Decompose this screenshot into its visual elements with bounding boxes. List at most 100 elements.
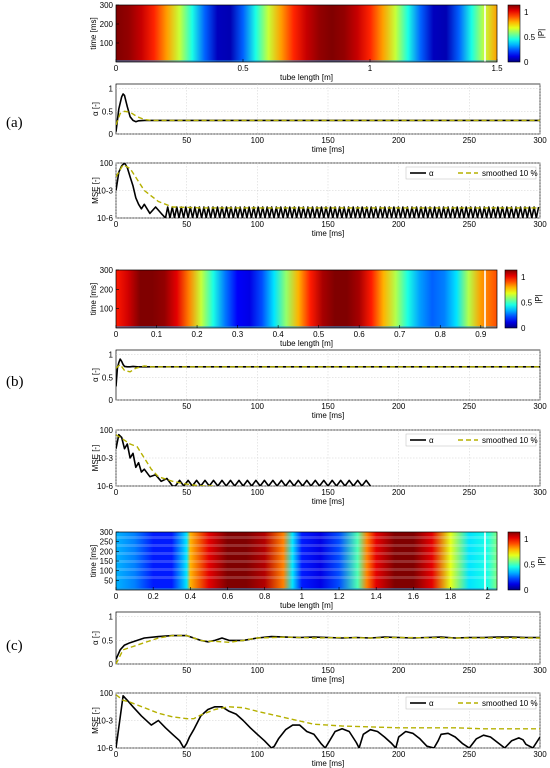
series-group [116,163,540,218]
y-tick-label: 10-3 [97,187,114,196]
y-tick-label: 50 [104,576,113,585]
series-line-alpha [116,358,540,387]
y-axis-label: α [-] [91,102,100,116]
x-tick-label: 300 [533,136,547,145]
x-tick-label: 0.7 [394,330,406,339]
colorbar-label: |P| [537,29,546,39]
chart-8: 50 100 150 200 250 300 0 0.5 1 time [ms] α [-] [91,611,547,684]
y-tick-label: 0 [109,660,114,669]
legend-label-smoothed: smoothed 10 % [482,169,538,178]
y-axis-label: MSE [-] [91,177,100,204]
series-line-smoothed [116,634,540,664]
y-tick-label: 1 [109,85,114,94]
x-tick-label: 200 [392,488,406,497]
colorbar-tick-label: 0.5 [524,560,536,569]
x-tick-label: 300 [533,666,547,675]
x-axis-label: time [ms] [312,229,344,238]
x-tick-label: 250 [463,402,477,411]
x-tick-label: 250 [463,136,477,145]
x-tick-label: 100 [251,666,265,675]
series-line-alpha [116,695,540,748]
x-tick-label: 1.6 [408,592,420,601]
x-tick-label: 50 [182,136,191,145]
y-tick-label: 0.5 [102,636,114,645]
series-line-smoothed [116,434,215,486]
heatmap-initial-strip [116,60,497,62]
chart-9: 0 50 100 150 200 250 300 10-6 10-3 100 time [ms] MS… [91,689,547,768]
y-tick-label: 1 [109,351,114,360]
y-tick-label: 100 [100,39,114,48]
x-tick-label: 0.6 [354,330,366,339]
series-line-alpha [116,634,540,660]
x-tick-label: 0.2 [148,592,160,601]
heatmap-frame [115,4,498,63]
panel-labels: (a) (b) (c) [6,115,24,654]
series-line-smoothed [116,694,540,730]
chart-2: 50 100 150 200 250 300 0 0.5 1 time [ms] α [-] [91,83,547,154]
heatmap-band [116,544,497,547]
y-tick-label: 0.5 [102,107,114,116]
y-axis-label: time [ms] [89,545,98,577]
y-tick-label: 100 [100,567,114,576]
series-group [116,93,540,132]
x-axis-label: tube length [m] [280,601,333,610]
chart-5: 50 100 150 200 250 300 0 0.5 1 time [ms] α [-] [91,349,547,420]
colorbar [507,531,521,591]
heatmap-frame [115,269,498,329]
y-tick-label: 10-6 [97,744,114,753]
x-tick-label: 50 [182,666,191,675]
x-tick-label: 0.8 [259,592,271,601]
x-tick-label: 100 [251,750,265,759]
legend-label-alpha: α [429,169,434,178]
y-tick-label: 0 [109,130,114,139]
x-tick-label: 1.4 [371,592,383,601]
colorbar [504,269,518,329]
colorbar-tick-label: 0.5 [524,33,536,42]
x-tick-label: 150 [321,488,335,497]
legend: α smoothed 10 % [405,696,538,710]
x-tick-label: 0.9 [475,330,487,339]
y-axis-label: MSE [-] [91,707,100,734]
y-axis-label: α [-] [91,631,100,645]
series-group [116,358,540,387]
panel-label-b: (b) [6,374,24,390]
heatmap-band [116,576,497,579]
y-tick-label: 200 [100,20,114,29]
x-tick-label: 0 [114,488,119,497]
x-axis-label: time [ms] [312,675,344,684]
y-tick-label: 0.5 [102,373,114,382]
chart-4: 0 0.1 0.2 0.3 0.4 0.5 0.6 0.7 0.8 0.9 100 200 300 tub… [89,266,543,348]
colorbar-tick-label: 0.5 [521,298,533,307]
heatmap-field [116,270,497,328]
x-tick-label: 150 [321,750,335,759]
y-tick-label: 1 [109,613,114,622]
heatmap-band [116,568,497,571]
y-tick-label: 300 [100,266,114,275]
x-tick-label: 0.3 [232,330,244,339]
colorbar-label: |P| [534,294,543,304]
y-axis-label: MSE [-] [91,445,100,472]
x-tick-label: 150 [321,666,335,675]
y-axis-label: time [ms] [89,17,98,49]
panel-label-a: (a) [6,115,23,131]
heatmap-band [116,536,497,539]
x-tick-label: 0.1 [151,330,163,339]
heatmap-field [116,5,497,62]
legend-label-alpha: α [429,436,434,445]
x-tick-label: 100 [251,220,265,229]
legend-label-smoothed: smoothed 10 % [482,699,538,708]
chart-6: 0 50 100 150 200 250 300 10-6 10-3 100 time [ms] MS… [91,426,547,506]
x-axis-label: time [ms] [312,759,344,768]
colorbar-tick-label: 1 [524,8,529,17]
panel-label-c: (c) [6,638,23,654]
y-tick-label: 250 [100,538,114,547]
series-line-smoothed [116,110,540,126]
legend-label-smoothed: smoothed 10 % [482,436,538,445]
x-tick-label: 1.2 [333,592,345,601]
x-axis-label: tube length [m] [280,73,333,82]
x-tick-label: 1.5 [491,64,503,73]
x-tick-label: 0.4 [273,330,285,339]
x-tick-label: 100 [251,402,265,411]
y-tick-label: 10-3 [97,717,114,726]
colorbar-tick-label: 1 [521,273,526,282]
